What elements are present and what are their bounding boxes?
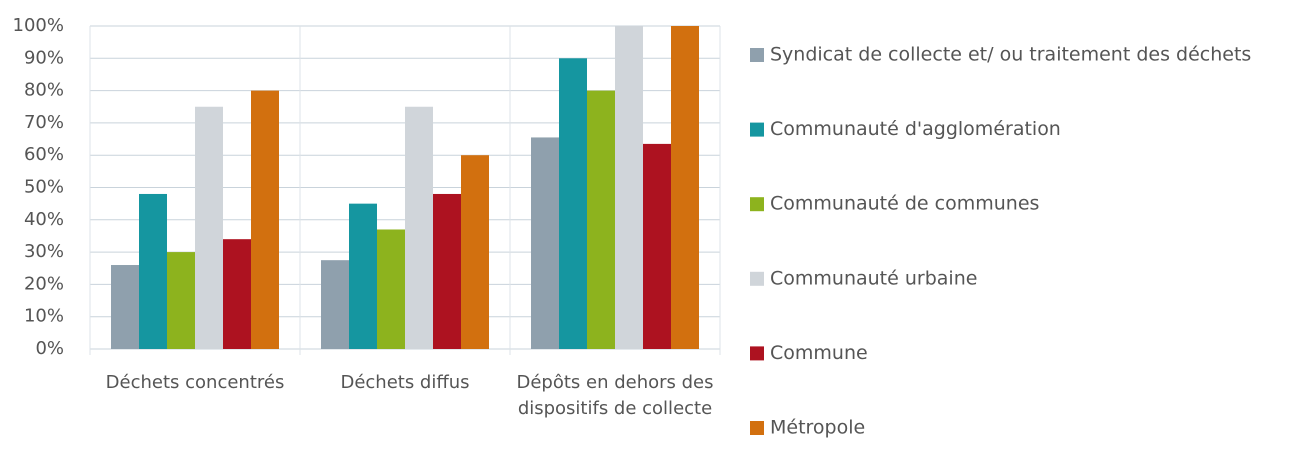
bar xyxy=(223,239,251,349)
legend-swatch xyxy=(750,421,764,435)
bar xyxy=(531,137,559,349)
bar xyxy=(377,229,405,349)
y-tick-label: 90% xyxy=(24,47,64,68)
legend-swatch xyxy=(750,271,764,286)
bar xyxy=(321,260,349,349)
bar xyxy=(405,106,433,349)
bar xyxy=(587,90,615,349)
bar xyxy=(461,155,489,349)
legend-label: Syndicat de collecte et/ ou traitement d… xyxy=(770,44,1251,66)
bar xyxy=(433,193,461,349)
bar xyxy=(111,265,139,349)
y-tick-label: 70% xyxy=(24,112,64,133)
y-tick-label: 50% xyxy=(24,177,64,198)
y-tick-label: 80% xyxy=(24,80,64,101)
legend-label: Communauté de communes xyxy=(770,193,1039,215)
legend-label: Métropole xyxy=(770,417,865,439)
bar xyxy=(671,26,699,349)
bar xyxy=(643,143,671,349)
bar xyxy=(559,58,587,350)
bar xyxy=(195,106,223,349)
y-tick-label: 100% xyxy=(13,15,64,36)
y-tick-label: 20% xyxy=(24,273,64,294)
legend-swatch xyxy=(750,346,764,361)
bar xyxy=(167,252,195,349)
legend-swatch xyxy=(750,48,764,62)
x-tick-label: Déchets diffus xyxy=(340,372,470,393)
legend-label: Communauté urbaine xyxy=(770,267,977,289)
bar xyxy=(139,193,167,349)
y-tick-label: 60% xyxy=(24,144,64,165)
legend-swatch xyxy=(750,197,764,212)
x-tick-label: Déchets concentrés xyxy=(105,372,285,393)
legend-label: Communauté d'agglomération xyxy=(770,118,1061,140)
bar xyxy=(615,26,643,349)
y-tick-label: 30% xyxy=(24,241,64,262)
legend-label: Commune xyxy=(770,342,868,364)
y-tick-label: 0% xyxy=(35,338,64,359)
x-tick-label: Dépôts en dehors des dispositifs de coll… xyxy=(516,372,714,419)
y-tick-label: 40% xyxy=(24,209,64,230)
y-tick-label: 10% xyxy=(24,306,64,327)
legend-swatch xyxy=(750,122,764,137)
bar xyxy=(251,90,279,349)
bar xyxy=(349,203,377,349)
